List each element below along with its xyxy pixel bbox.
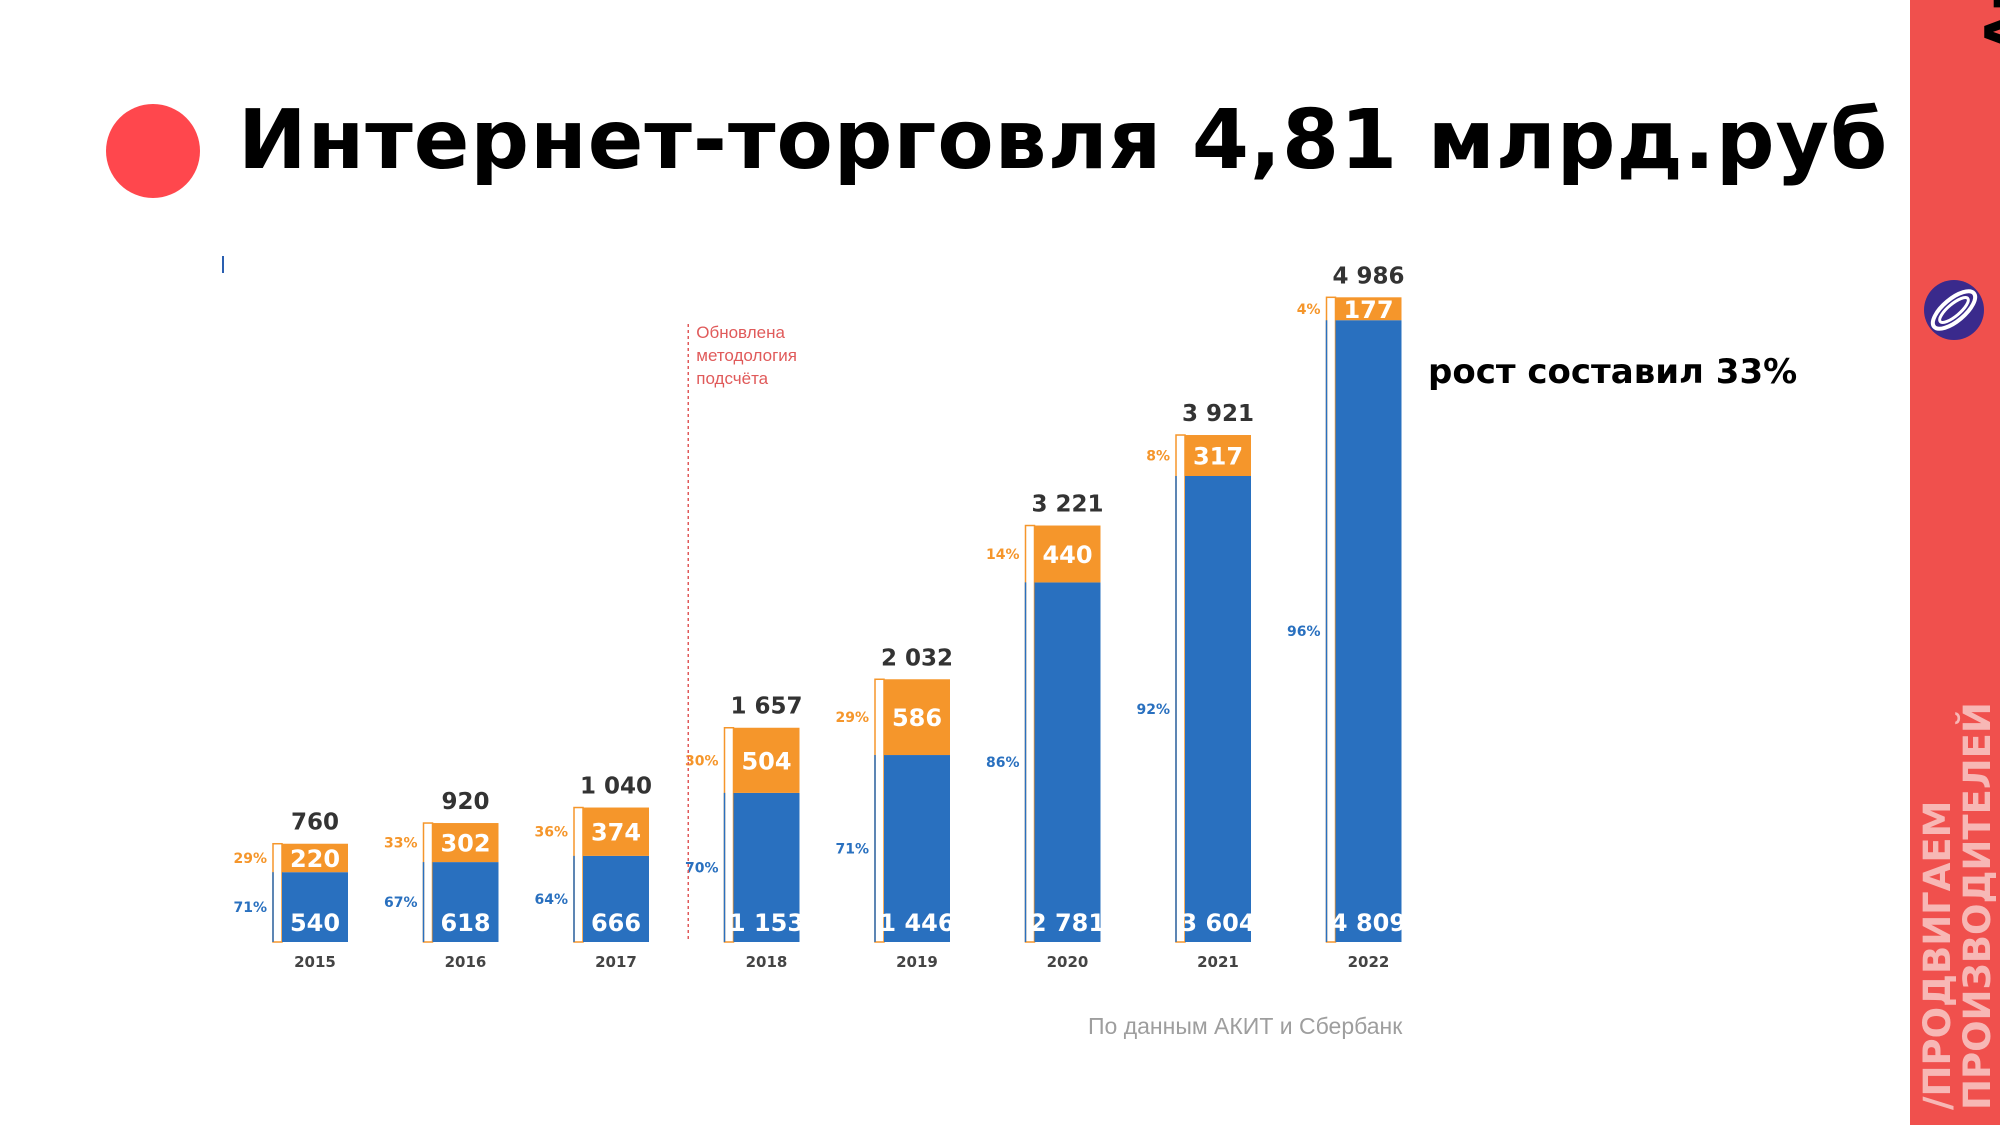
bar-segment-main bbox=[432, 862, 499, 942]
value-label-other: 374 bbox=[591, 819, 641, 847]
value-label-other: 586 bbox=[892, 704, 942, 732]
brand-sidebar bbox=[1910, 0, 2000, 1125]
growth-note: рост составил 33% bbox=[1428, 352, 1798, 392]
methodology-note-line: подсчёта bbox=[696, 369, 768, 388]
bar-frame-top bbox=[1325, 296, 1337, 943]
total-label: 1 657 bbox=[730, 694, 802, 720]
stray-mark bbox=[222, 256, 224, 273]
x-tick-label: 2019 bbox=[896, 953, 938, 971]
bar-frame-top bbox=[573, 806, 584, 943]
value-label-main: 666 bbox=[591, 909, 641, 937]
bar-segment-main bbox=[1185, 476, 1251, 942]
value-label-other: 317 bbox=[1193, 443, 1243, 471]
brand-slogan: /ПРОДВИГАЕМ ПРОИЗВОДИТЕЛЕЙ bbox=[1916, 702, 1999, 1110]
bar-segment-other bbox=[884, 679, 950, 756]
bar-frame-top bbox=[422, 822, 434, 943]
percent-label-other: 33% bbox=[384, 836, 418, 852]
bar-segment-other bbox=[1034, 525, 1101, 583]
bar-frame-top bbox=[1175, 434, 1186, 943]
percent-label-other: 29% bbox=[233, 851, 267, 867]
percent-label-other: 8% bbox=[1146, 449, 1170, 465]
bar-segment-other bbox=[733, 727, 800, 793]
percent-label-main: 71% bbox=[835, 842, 869, 858]
bar-frame-top bbox=[1024, 524, 1036, 943]
x-tick-label: 2015 bbox=[294, 953, 336, 971]
bar-frame-top bbox=[874, 678, 885, 943]
total-label: 1 040 bbox=[580, 774, 652, 800]
percent-label-other: 36% bbox=[534, 825, 568, 841]
percent-label-other: 14% bbox=[986, 547, 1020, 563]
percent-label-other: 29% bbox=[835, 710, 869, 726]
bar-frame-top bbox=[272, 842, 283, 943]
percent-label-main: 71% bbox=[233, 900, 267, 916]
bar-segment-other bbox=[583, 807, 649, 856]
title-bullet bbox=[106, 104, 200, 198]
value-label-main: 618 bbox=[440, 909, 490, 937]
total-label: 3 221 bbox=[1031, 492, 1103, 518]
total-label: 920 bbox=[441, 789, 489, 815]
stacked-bar-chart: 540 220 760 71% 29% 2015 618 302 920 67% 33% 2016 66… bbox=[233, 263, 1406, 971]
value-label-main: 4 809 bbox=[1331, 909, 1406, 937]
value-label-main: 3 604 bbox=[1180, 909, 1255, 937]
percent-label-main: 86% bbox=[986, 755, 1020, 771]
value-label-other: 302 bbox=[440, 830, 490, 858]
value-label-other: 440 bbox=[1042, 541, 1092, 569]
bar-segment-main bbox=[884, 755, 950, 942]
x-tick-label: 2021 bbox=[1197, 953, 1239, 971]
bar-segment-other bbox=[282, 843, 348, 873]
percent-label-main: 64% bbox=[534, 892, 568, 908]
percent-label-other: 30% bbox=[685, 753, 719, 769]
x-tick-label: 2017 bbox=[595, 953, 637, 971]
x-tick-label: 2020 bbox=[1047, 953, 1089, 971]
value-label-main: 1 446 bbox=[879, 909, 954, 937]
percent-label-main: 92% bbox=[1136, 702, 1170, 718]
total-label: 760 bbox=[291, 810, 339, 836]
value-label-main: 2 781 bbox=[1030, 909, 1105, 937]
value-label-main: 1 153 bbox=[729, 909, 804, 937]
value-label-other: 504 bbox=[741, 747, 791, 775]
brand-logo-icon bbox=[1924, 280, 1984, 340]
percent-label-main: 96% bbox=[1287, 624, 1321, 640]
value-label-other: 220 bbox=[290, 845, 340, 873]
total-label: 3 921 bbox=[1182, 401, 1254, 427]
x-tick-label: 2018 bbox=[746, 953, 788, 971]
x-tick-label: 2016 bbox=[445, 953, 487, 971]
bar-segment-other bbox=[1335, 297, 1402, 321]
total-label: 2 032 bbox=[881, 645, 953, 671]
percent-label-main: 67% bbox=[384, 895, 418, 911]
bar-segment-main bbox=[1034, 582, 1101, 942]
source-note: По данным АКИТ и Сбербанк bbox=[1088, 1013, 1403, 1039]
bar-segment-main bbox=[282, 872, 348, 942]
bar-segment-other bbox=[1185, 435, 1251, 477]
page-title: Интернет-торговля 4,81 млрд.руб bbox=[238, 93, 1889, 188]
slogan-line-1: /ПРОДВИГАЕМ bbox=[1916, 800, 1959, 1110]
percent-label-other: 4% bbox=[1297, 302, 1321, 318]
methodology-note-line: Обновлена bbox=[696, 323, 785, 342]
bar-segment-main bbox=[1335, 320, 1402, 942]
slogan-line-2: ПРОИЗВОДИТЕЛЕЙ bbox=[1956, 702, 1999, 1110]
value-label-other: 177 bbox=[1343, 296, 1393, 324]
percent-label-main: 70% bbox=[685, 860, 719, 876]
x-tick-label: 2022 bbox=[1348, 953, 1390, 971]
brand-name: Amado bbox=[1975, 0, 2000, 52]
bar-segment-main bbox=[583, 855, 649, 942]
bar-segment-main bbox=[733, 792, 800, 942]
total-label: 4 986 bbox=[1332, 263, 1404, 289]
methodology-note-line: методология bbox=[696, 346, 797, 365]
bar-segment-other bbox=[432, 823, 499, 863]
value-label-main: 540 bbox=[290, 909, 340, 937]
